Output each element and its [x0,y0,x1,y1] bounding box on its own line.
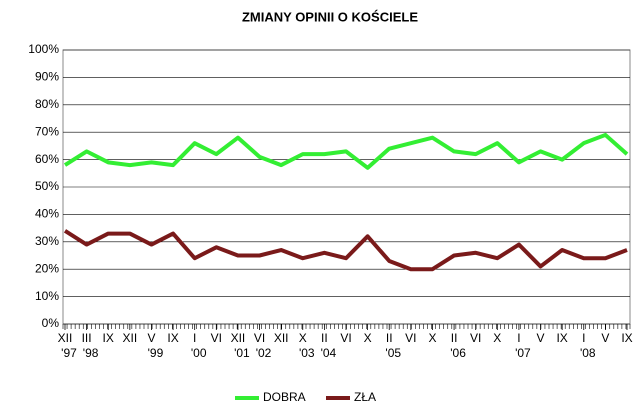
x-tick-label: XII [274,331,289,345]
x-tick-label: I [193,331,196,345]
x-tick-label: V [601,331,609,345]
x-year-label: '08 [580,346,596,360]
x-tick-label: XII [231,331,246,345]
y-tick-label: 20% [35,261,59,275]
series-line [63,132,629,170]
y-tick-label: 0% [42,316,60,330]
x-tick-label: XII [58,331,73,345]
x-year-label: '02 [256,346,272,360]
y-tick-label: 80% [35,97,59,111]
x-tick-label: IX [103,331,114,345]
x-tick-label: VI [211,331,222,345]
x-year-label: '06 [450,346,466,360]
y-tick-label: 60% [35,152,59,166]
x-tick-label: X [299,331,307,345]
x-tick-label: X [428,331,436,345]
x-tick-label: VI [405,331,416,345]
x-year-label: '99 [148,346,164,360]
x-tick-label: II [386,331,393,345]
x-tick-label: III [82,331,92,345]
chart-title: ZMIANY OPINII O KOŚCIELE [242,9,418,24]
x-year-label: '00 [191,346,207,360]
y-tick-label: 30% [35,234,59,248]
y-tick-label: 90% [35,70,59,84]
x-tick-label: X [364,331,372,345]
y-tick-label: 40% [35,207,59,221]
x-year-label: '03 [299,346,315,360]
x-year-label: '97 [61,346,77,360]
x-tick-label: V [147,331,155,345]
x-tick-label: IX [556,331,567,345]
x-tick-label: V [537,331,545,345]
x-year-label: '98 [83,346,99,360]
x-tick-label: IX [167,331,178,345]
x-year-label: '01 [234,346,250,360]
legend-label: ZŁA [354,390,376,404]
x-tick-label: IX [621,331,632,345]
series-line [63,229,628,272]
x-tick-label: II [321,331,328,345]
x-tick-label: X [493,331,501,345]
x-tick-label: I [582,331,585,345]
x-tick-label: II [451,331,458,345]
y-tick-label: 50% [35,179,59,193]
x-year-label: '05 [385,346,401,360]
x-tick-label: I [517,331,520,345]
y-tick-label: 100% [28,42,59,56]
x-year-label: '07 [515,346,531,360]
x-tick-label: VI [254,331,265,345]
y-tick-label: 10% [35,289,59,303]
y-tick-label: 70% [35,124,59,138]
x-tick-label: XII [123,331,138,345]
x-tick-label: VI [340,331,351,345]
x-tick-label: VI [470,331,481,345]
x-year-label: '04 [321,346,337,360]
legend-label: DOBRA [263,390,306,404]
